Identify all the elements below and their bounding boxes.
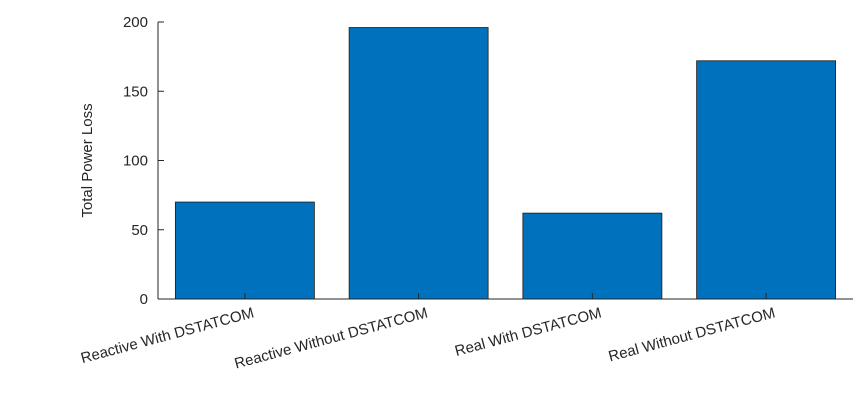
x-tick-label-1: Reactive With DSTATCOM [79, 304, 256, 367]
bar-3 [523, 213, 662, 299]
x-tick-label-2: Reactive Without DSTATCOM [233, 304, 430, 372]
x-tick-label-4: Real Without DSTATCOM [607, 304, 778, 365]
x-tick-label-3: Real With DSTATCOM [453, 304, 603, 360]
y-axis-title: Total Power Loss [79, 103, 96, 217]
y-tick-label-0: 0 [140, 291, 148, 308]
y-tick-label-150: 150 [123, 83, 148, 100]
y-tick-label-50: 50 [131, 222, 148, 239]
y-tick-label-200: 200 [123, 14, 148, 31]
bar-4 [697, 61, 836, 299]
bar-2 [349, 28, 488, 299]
y-tick-label-100: 100 [123, 153, 148, 170]
bar-1 [175, 202, 314, 299]
